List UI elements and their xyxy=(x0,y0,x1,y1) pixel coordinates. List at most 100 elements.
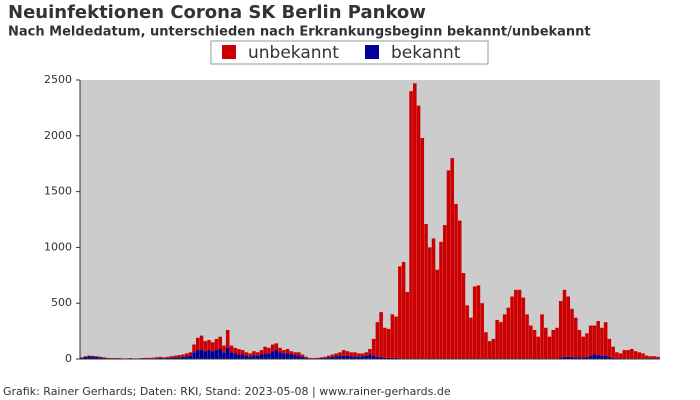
bar-segment xyxy=(147,357,151,359)
bar-segment xyxy=(255,355,260,359)
bar-segment xyxy=(641,353,645,359)
bar-segment xyxy=(398,266,402,359)
bar-segment xyxy=(592,325,597,355)
bar-segment xyxy=(454,203,458,359)
bar-segment xyxy=(622,350,627,359)
chart-title: Neuinfektionen Corona SK Berlin Pankow xyxy=(8,2,426,23)
bar-segment xyxy=(371,338,376,356)
bar-segment xyxy=(383,327,387,358)
bar-segment xyxy=(270,351,275,359)
bar-segment xyxy=(278,352,282,359)
bar-segment xyxy=(169,356,174,358)
bar-segment xyxy=(225,329,230,348)
bar-segment xyxy=(383,357,387,359)
bar-segment xyxy=(91,356,95,359)
bar-segment xyxy=(562,289,567,357)
bar-segment xyxy=(233,347,237,354)
bar-segment xyxy=(218,336,223,349)
bar-segment xyxy=(102,357,107,359)
bar-segment xyxy=(469,317,473,359)
bar-segment xyxy=(349,352,353,357)
bar-segment xyxy=(379,312,383,357)
bar-segment xyxy=(297,352,301,356)
bar-segment xyxy=(600,327,604,356)
bar-segment xyxy=(143,357,148,359)
bar-segment xyxy=(461,273,466,359)
bar-segment xyxy=(98,356,103,358)
bar-segment xyxy=(356,356,361,359)
bar-segment xyxy=(401,261,406,359)
bar-segment xyxy=(334,356,339,359)
bar-segment xyxy=(588,355,593,359)
bar-segment xyxy=(428,247,432,359)
bar-segment xyxy=(214,338,219,351)
bar-segment xyxy=(558,300,563,358)
y-tick-label: 0 xyxy=(65,352,72,365)
bar-segment xyxy=(166,356,170,358)
bar-segment xyxy=(285,348,290,354)
bar-segment xyxy=(405,292,410,359)
bar-segment xyxy=(181,356,185,359)
bar-segment xyxy=(214,350,219,359)
bar-segment xyxy=(210,342,215,352)
bar-segment xyxy=(386,328,391,358)
bar-segment xyxy=(360,356,365,359)
bar-segment xyxy=(364,355,368,359)
bar-segment xyxy=(338,352,342,356)
bar-segment xyxy=(577,357,582,359)
bar-segment xyxy=(278,347,282,353)
bar-segment xyxy=(424,223,428,359)
bar-segment xyxy=(139,358,144,359)
bar-segment xyxy=(158,356,163,358)
bar-segment xyxy=(566,296,571,357)
bar-segment xyxy=(431,238,436,359)
bar-segment xyxy=(326,355,331,358)
bar-segment xyxy=(229,352,234,359)
bar-segment xyxy=(184,353,189,357)
bar-segment xyxy=(637,352,642,359)
bar-segment xyxy=(510,296,514,359)
bar-segment xyxy=(435,269,440,359)
bar-segment xyxy=(581,357,585,359)
bar-segment xyxy=(555,327,559,359)
bar-segment xyxy=(573,317,578,358)
bar-segment xyxy=(109,358,114,359)
bar-segment xyxy=(229,345,234,353)
bar-segment xyxy=(297,355,301,359)
bar-segment xyxy=(368,348,372,355)
bar-segment xyxy=(259,350,264,355)
bar-segment xyxy=(379,356,383,359)
bar-segment xyxy=(225,347,230,359)
bar-segment xyxy=(252,355,256,359)
bar-segment xyxy=(192,352,196,359)
bar-segment xyxy=(600,355,604,359)
bar-segment xyxy=(345,351,350,356)
bar-segment xyxy=(94,356,99,359)
bar-segment xyxy=(244,355,249,359)
bar-segment xyxy=(484,332,488,359)
bar-segment xyxy=(611,357,615,359)
bar-segment xyxy=(375,322,380,357)
bar-segment xyxy=(611,346,615,358)
bar-segment xyxy=(188,355,193,359)
bar-segment xyxy=(117,358,121,359)
bar-segment xyxy=(248,356,252,359)
chart-subtitle: Nach Meldedatum, unterschieden nach Erkr… xyxy=(8,25,591,40)
bar-segment xyxy=(106,357,110,359)
bar-segment xyxy=(263,353,267,359)
bar-segment xyxy=(375,356,380,359)
bar-segment xyxy=(248,353,252,357)
legend-box xyxy=(210,40,489,65)
bar-segment xyxy=(274,350,279,359)
bar-segment xyxy=(315,357,320,359)
bar-segment xyxy=(356,353,361,357)
bar-segment xyxy=(532,329,537,359)
bar-segment xyxy=(633,351,638,359)
bar-segment xyxy=(83,356,88,359)
bar-segment xyxy=(222,352,226,359)
bar-segment xyxy=(596,321,600,356)
bar-segment xyxy=(517,289,522,359)
bar-segment xyxy=(592,354,597,359)
bar-segment xyxy=(514,289,518,359)
